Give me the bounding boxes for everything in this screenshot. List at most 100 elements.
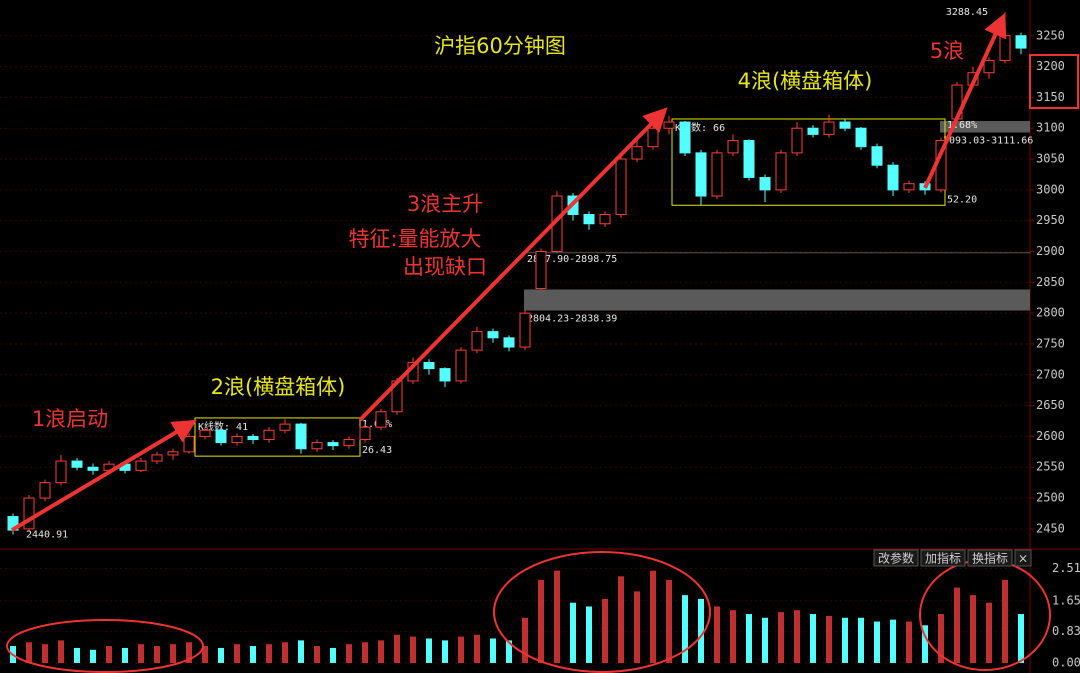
candle-body [647, 127, 659, 148]
toolbar-button[interactable] [1014, 549, 1032, 567]
gap-label: 2897.90-2898.75 [527, 254, 617, 265]
annotation: 3浪主升 [407, 192, 483, 216]
candle-body [135, 460, 147, 471]
candle-body [711, 152, 723, 197]
volume-bar [650, 570, 656, 663]
candle-body [631, 146, 643, 160]
y-tick-label: 2950 [1036, 213, 1065, 227]
volume-bar [890, 619, 896, 663]
y-tick-label: 0.00 [1052, 656, 1080, 670]
y-tick-label: 2500 [1036, 491, 1065, 505]
candle-body [295, 423, 307, 450]
y-tick-label: 2700 [1036, 367, 1065, 381]
candle-body [359, 426, 371, 441]
candle-body [807, 127, 819, 135]
gap-band [524, 289, 1030, 311]
toolbar-label[interactable]: × [1018, 552, 1028, 566]
volume-bar [826, 615, 832, 663]
volume-bar [778, 612, 784, 663]
candle-body [183, 435, 195, 453]
y-tick-label: 2850 [1036, 275, 1065, 289]
y-tick-label: 2450 [1036, 521, 1065, 535]
ellipse [6, 619, 204, 673]
y-tick-label: 3200 [1036, 59, 1065, 73]
volume-bar [570, 602, 576, 663]
toolbar-label[interactable]: 换指标 [972, 551, 1008, 566]
toolbar-button[interactable] [873, 549, 919, 567]
volume-bar [762, 617, 768, 663]
candle-body [839, 121, 851, 129]
volume-bar [618, 576, 624, 663]
candle-body [151, 454, 163, 462]
y-tick-label: 2650 [1036, 398, 1065, 412]
candle-body [519, 312, 531, 348]
candle-body [55, 460, 67, 484]
candle-body [167, 451, 179, 456]
volume-bar [954, 587, 960, 663]
volume-bar [682, 595, 688, 663]
max-label: 3288.45 [946, 7, 988, 18]
arrow [358, 107, 668, 422]
volume-bar [554, 570, 560, 663]
volume-bar [730, 610, 736, 663]
y-tick-label: 2.51 [1052, 561, 1080, 575]
annotation: 4浪(横盘箱体) [738, 69, 873, 93]
toolbar: 改参数 加指标 换指标 × [873, 549, 1032, 567]
candle-body [791, 127, 803, 154]
candle-body [999, 35, 1011, 61]
toolbar-button[interactable] [967, 549, 1013, 567]
volume-bar [490, 638, 496, 663]
candle-body [87, 466, 99, 471]
y-tick-label: 3050 [1036, 152, 1065, 166]
y-tick-label: 3150 [1036, 90, 1065, 104]
volume-bar [810, 614, 816, 663]
volume-bar [586, 606, 592, 663]
candle-body [215, 429, 227, 444]
volume-bar [522, 617, 528, 663]
gap-band [940, 121, 1030, 133]
volume-bar [666, 580, 672, 663]
volume-bar [346, 644, 352, 663]
volume-bar [106, 646, 112, 663]
volume-bar [410, 636, 416, 663]
volume-bar [90, 649, 96, 663]
volume-bar [714, 606, 720, 663]
candle-body [887, 164, 899, 191]
volume-bar [538, 580, 544, 663]
volume-bar [474, 634, 480, 663]
chart-title: 沪指60分钟图 [434, 34, 566, 58]
candle-body [599, 214, 611, 225]
candle-body [695, 152, 707, 197]
gap-label: 3093.03-3111.66 [943, 136, 1033, 147]
toolbar-label[interactable]: 改参数 [878, 551, 914, 566]
candle-body [727, 140, 739, 154]
volume-bar [794, 610, 800, 663]
candle-body [823, 121, 835, 135]
volume-bar [858, 617, 864, 663]
arrows [10, 12, 1007, 532]
y-tick-label: 2750 [1036, 336, 1065, 350]
volume-bar [986, 602, 992, 663]
volume-bar [970, 595, 976, 663]
candle-body [39, 482, 51, 499]
volume-bar [154, 646, 160, 663]
y-tick-label: 0.83 [1052, 624, 1080, 638]
toolbar-button[interactable] [920, 549, 966, 567]
candle-body [855, 127, 867, 148]
volume-bar [378, 640, 384, 663]
y-tick-label: 2800 [1036, 306, 1065, 320]
toolbar-label[interactable]: 加指标 [925, 551, 961, 566]
candle-body [743, 140, 755, 179]
volume-bar [362, 642, 368, 663]
volume-bar [874, 621, 880, 663]
volume-bar [442, 640, 448, 663]
volume-bar [314, 646, 320, 663]
volume-bar [394, 634, 400, 663]
gap-label: 2804.23-2838.39 [527, 314, 617, 325]
label-highlight [1029, 54, 1079, 109]
volume-bar [170, 644, 176, 663]
candle-body [23, 497, 35, 530]
volume-bar [698, 598, 704, 663]
candle-body [311, 442, 323, 450]
ellipse [493, 551, 711, 673]
